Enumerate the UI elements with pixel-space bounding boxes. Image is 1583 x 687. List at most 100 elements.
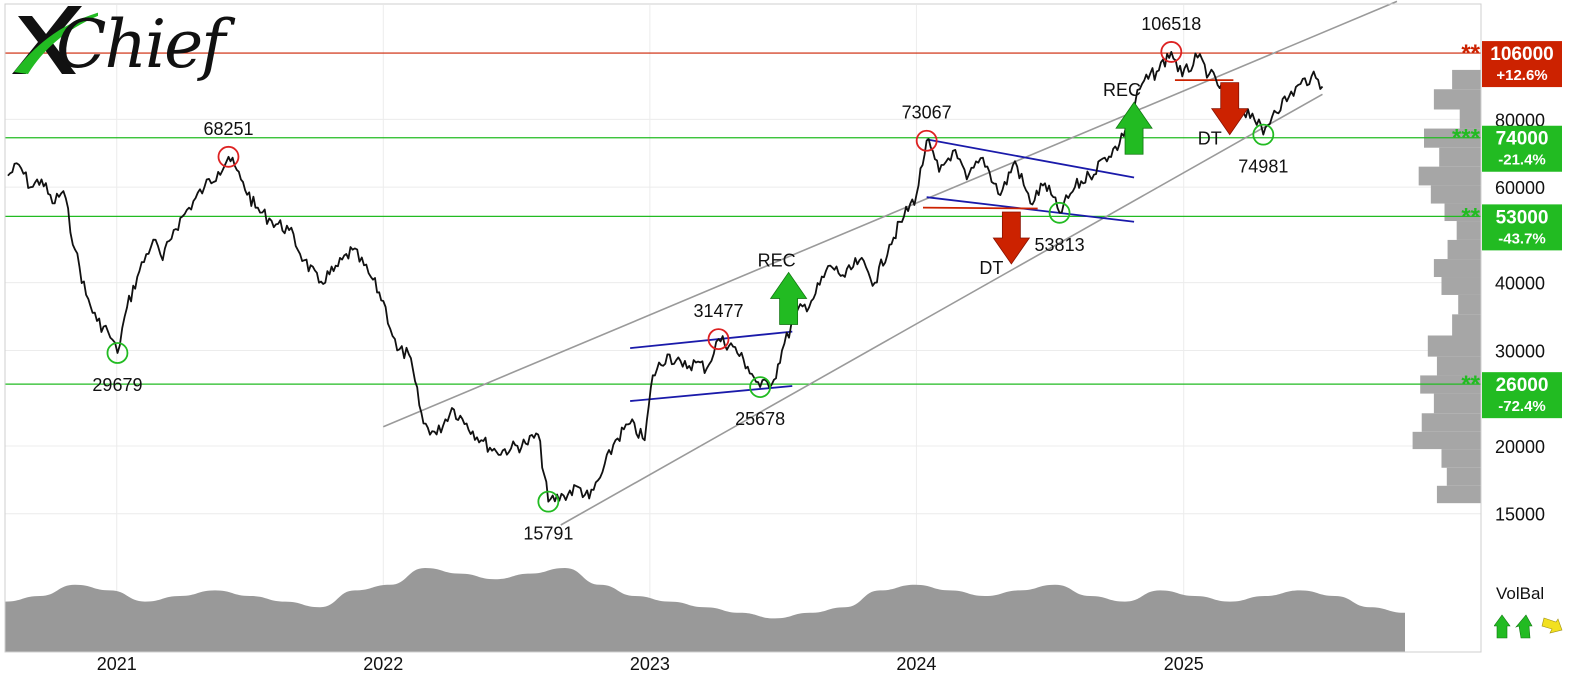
extremum-circle: [1048, 201, 1071, 224]
level-tag-stars: ***: [1452, 125, 1481, 152]
horizontal-levels: [5, 52, 1481, 385]
volbal-side-arrow: [1541, 617, 1563, 634]
extremum-circle: [106, 342, 129, 364]
level-tag-pct: +12.6%: [1496, 67, 1547, 84]
x-tick-label: 2024: [896, 654, 936, 674]
volume-profile-bar: [1412, 431, 1481, 450]
logo-x-mark: [12, 6, 98, 74]
volume-profile-bar: [1418, 166, 1481, 186]
signal-arrows: REC DT REC DT: [758, 80, 1249, 325]
volume-profile-bar: [1447, 239, 1481, 260]
extremum-label: 106518: [1141, 14, 1201, 34]
level-tag-value: 74000: [1496, 129, 1549, 150]
level-tags: ** 106000 +12.6% *** 74000 -21.4% ** 53000 -43.7…: [1452, 40, 1562, 419]
volbal-label: VolBal: [1496, 584, 1545, 603]
y-tick-label: 80000: [1495, 110, 1545, 130]
pattern-line: [630, 385, 793, 402]
x-tick-label: 2025: [1164, 654, 1204, 674]
trend-channel: [382, 0, 1398, 526]
extremum-circle: [915, 129, 938, 152]
x-tick-label: 2021: [97, 654, 137, 674]
level-tag-value: 26000: [1496, 375, 1549, 396]
extremum-label: 74981: [1238, 157, 1288, 177]
dt-arrow: [1210, 82, 1249, 136]
volume-profile-bar: [1430, 185, 1481, 204]
volume-profile-bar: [1441, 449, 1481, 468]
logo-wordmark: Chief: [56, 6, 226, 83]
signal-label: REC: [758, 250, 796, 270]
price-line: [7, 51, 1324, 503]
extremum-label: 31477: [693, 301, 743, 321]
volume-profile-bar: [1452, 314, 1481, 336]
volume-balance-shape: [5, 568, 1405, 652]
level-tag-pct: -43.7%: [1498, 230, 1546, 247]
volume-profile-bar: [1459, 109, 1481, 129]
y-tick-label: 60000: [1495, 178, 1545, 198]
volume-profile-bar: [1446, 467, 1481, 486]
x-tick-label: 2023: [630, 654, 670, 674]
extremum-label: 15791: [523, 524, 573, 544]
volume-profile-bar: [1436, 356, 1481, 376]
volume-profile-bar: [1433, 89, 1481, 110]
extremum-circle: [749, 376, 772, 398]
level-tag-pct: -21.4%: [1498, 152, 1546, 169]
pattern-line: [926, 138, 1135, 179]
channel-line: [560, 93, 1323, 526]
level-tag-stars: **: [1461, 371, 1480, 398]
level-tag-pct: -72.4%: [1498, 398, 1546, 415]
axes: 15000 20000 30000 40000 60000 80000 2021 2022 20…: [4, 3, 1545, 674]
pattern-line: [926, 196, 1135, 223]
level-tag-stars: **: [1461, 40, 1480, 67]
volume-profile-bar: [1433, 259, 1481, 278]
signal-label: DT: [1198, 129, 1222, 149]
volume-balance-area: [5, 568, 1405, 652]
signal-label: DT: [979, 258, 1003, 278]
pattern-line: [922, 206, 1038, 210]
volume-profile-bar: [1436, 485, 1481, 504]
y-tick-label: 30000: [1495, 341, 1545, 361]
signal-label: REC: [1103, 80, 1141, 100]
x-tick-label: 2022: [363, 654, 403, 674]
y-tick-label: 40000: [1495, 274, 1545, 294]
y-tick-label: 20000: [1495, 437, 1545, 457]
logo: Chief: [8, 2, 258, 92]
extremum-circle: [537, 490, 560, 513]
extrema-markers: 68251 29679 15791 31477 25678 73067 53813 10651…: [92, 14, 1288, 544]
volbal-arrows: [1494, 614, 1563, 639]
y-tick-label: 15000: [1495, 505, 1545, 525]
pattern-line: [630, 330, 793, 350]
level-tag-box: [1482, 125, 1562, 172]
volume-profile-bar: [1427, 335, 1481, 357]
extremum-label: 29679: [92, 375, 142, 395]
pattern-lines: [630, 79, 1234, 402]
volume-profile-bar: [1421, 413, 1481, 432]
price-line-group: [7, 51, 1324, 503]
volbal-up-arrow-2: [1515, 614, 1533, 639]
extremum-circle: [1160, 41, 1183, 63]
level-tag-value: 53000: [1496, 207, 1549, 228]
volume-profile-bar: [1433, 393, 1481, 414]
grid: [5, 5, 1481, 652]
volume-profile-bar: [1458, 294, 1481, 315]
volume-profile-bar: [1441, 277, 1481, 295]
extremum-label: 73067: [902, 103, 952, 123]
rec-arrow: [769, 271, 808, 325]
extremum-circle: [1252, 123, 1275, 146]
level-tag-box: [1482, 204, 1562, 251]
volbal-up-arrow-1: [1494, 614, 1511, 639]
volume-profile-bar: [1452, 69, 1481, 90]
extremum-circle: [707, 328, 730, 351]
plot-frame: [4, 3, 1482, 653]
dt-arrow: [992, 211, 1031, 265]
extremum-label: 68251: [203, 119, 253, 139]
level-tag-box: [1482, 372, 1562, 419]
level-tag-value: 106000: [1490, 44, 1553, 65]
rec-arrow: [1115, 101, 1153, 155]
channel-line: [382, 0, 1398, 428]
extremum-label: 25678: [735, 409, 785, 429]
level-tag-box: [1482, 41, 1562, 88]
volume-profile-bar: [1456, 221, 1481, 240]
extremum-circle: [217, 145, 240, 168]
level-tag-stars: **: [1461, 203, 1480, 230]
